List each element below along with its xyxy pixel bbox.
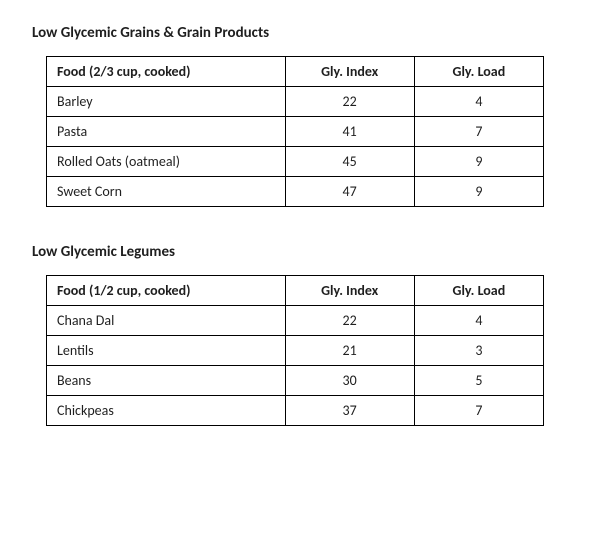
grains-load-cell: 4 — [414, 87, 543, 117]
grains-index-cell: 22 — [285, 87, 414, 117]
table-row: Lentils 21 3 — [47, 336, 544, 366]
legumes-index-cell: 22 — [285, 306, 414, 336]
grains-load-cell: 9 — [414, 177, 543, 207]
grains-col-load: Gly. Load — [414, 57, 543, 87]
legumes-col-index: Gly. Index — [285, 276, 414, 306]
legumes-index-cell: 37 — [285, 396, 414, 426]
legumes-header-row: Food (1/2 cup, cooked) Gly. Index Gly. L… — [47, 276, 544, 306]
legumes-load-cell: 4 — [414, 306, 543, 336]
table-row: Beans 30 5 — [47, 366, 544, 396]
legumes-food-cell: Beans — [47, 366, 286, 396]
grains-index-cell: 47 — [285, 177, 414, 207]
grains-header-row: Food (2/3 cup, cooked) Gly. Index Gly. L… — [47, 57, 544, 87]
grains-food-cell: Pasta — [47, 117, 286, 147]
legumes-col-food: Food (1/2 cup, cooked) — [47, 276, 286, 306]
legumes-food-cell: Chickpeas — [47, 396, 286, 426]
table-row: Sweet Corn 47 9 — [47, 177, 544, 207]
grains-load-cell: 7 — [414, 117, 543, 147]
grains-index-cell: 41 — [285, 117, 414, 147]
legumes-load-cell: 3 — [414, 336, 543, 366]
grains-col-food: Food (2/3 cup, cooked) — [47, 57, 286, 87]
grains-col-index: Gly. Index — [285, 57, 414, 87]
legumes-food-cell: Chana Dal — [47, 306, 286, 336]
grains-table-wrap: Food (2/3 cup, cooked) Gly. Index Gly. L… — [32, 56, 568, 207]
table-row: Chana Dal 22 4 — [47, 306, 544, 336]
grains-section: Low Glycemic Grains & Grain Products Foo… — [32, 24, 568, 207]
legumes-title: Low Glycemic Legumes — [32, 243, 568, 261]
grains-food-cell: Barley — [47, 87, 286, 117]
grains-food-cell: Rolled Oats (oatmeal) — [47, 147, 286, 177]
legumes-food-cell: Lentils — [47, 336, 286, 366]
grains-title: Low Glycemic Grains & Grain Products — [32, 24, 568, 42]
table-row: Chickpeas 37 7 — [47, 396, 544, 426]
table-row: Pasta 41 7 — [47, 117, 544, 147]
legumes-col-load: Gly. Load — [414, 276, 543, 306]
legumes-section: Low Glycemic Legumes Food (1/2 cup, cook… — [32, 243, 568, 426]
grains-food-cell: Sweet Corn — [47, 177, 286, 207]
legumes-index-cell: 21 — [285, 336, 414, 366]
table-row: Barley 22 4 — [47, 87, 544, 117]
grains-table: Food (2/3 cup, cooked) Gly. Index Gly. L… — [46, 56, 544, 207]
table-row: Rolled Oats (oatmeal) 45 9 — [47, 147, 544, 177]
legumes-load-cell: 5 — [414, 366, 543, 396]
legumes-load-cell: 7 — [414, 396, 543, 426]
legumes-table-wrap: Food (1/2 cup, cooked) Gly. Index Gly. L… — [32, 275, 568, 426]
legumes-index-cell: 30 — [285, 366, 414, 396]
legumes-table: Food (1/2 cup, cooked) Gly. Index Gly. L… — [46, 275, 544, 426]
grains-index-cell: 45 — [285, 147, 414, 177]
grains-load-cell: 9 — [414, 147, 543, 177]
